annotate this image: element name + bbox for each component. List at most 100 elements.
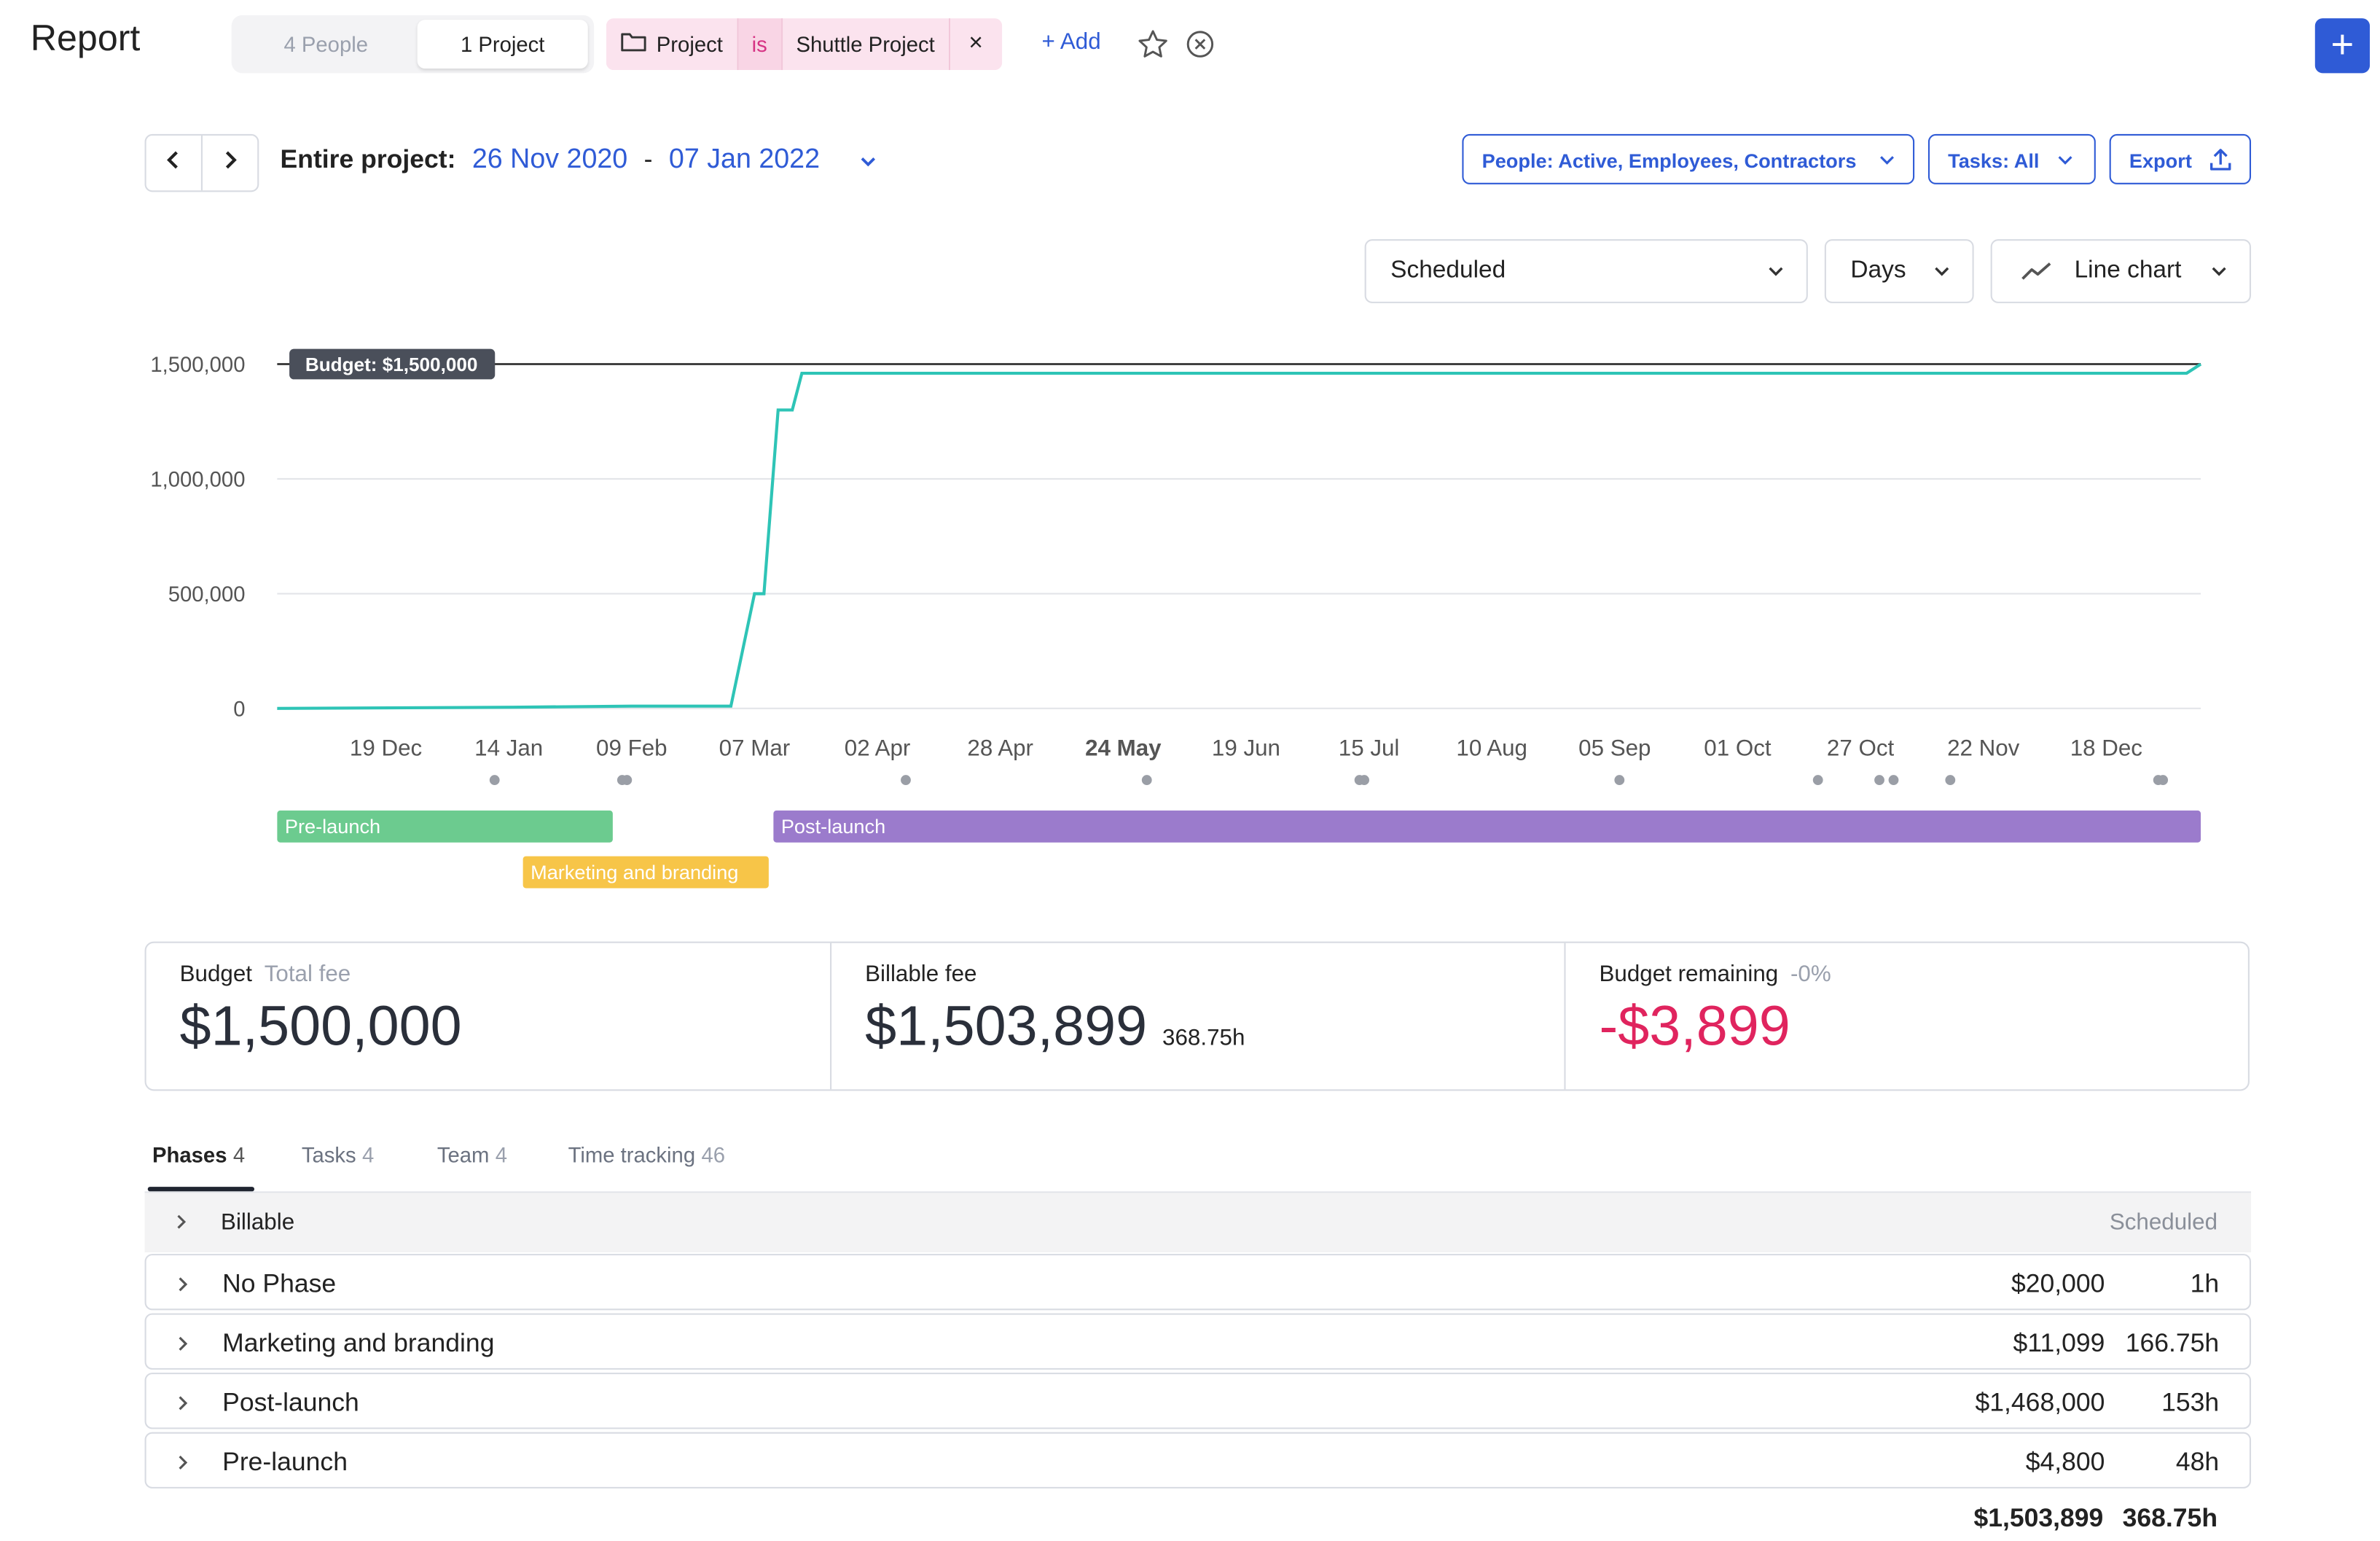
date-range[interactable]: Entire project: 26 Nov 2020 - 07 Jan 202… [281,143,820,175]
filter-value[interactable]: Shuttle Project [782,18,950,71]
create-button[interactable]: + [2314,18,2371,74]
chevron-down-icon [1880,156,1894,165]
active-tab-indicator [147,1187,255,1192]
milestone-marker [1874,775,1884,785]
previous-period-button[interactable] [146,136,203,191]
scheduled-series-line [277,362,2202,710]
x-tick-label: 28 Apr [967,736,1033,761]
divider [144,1191,2252,1193]
tasks-filter-button[interactable]: Tasks: All [1927,133,2096,184]
milestone-marker [1812,775,1823,785]
billable-label: Billable fee [865,961,977,988]
x-tick-label: 02 Apr [845,736,911,761]
x-tick-label: 01 Oct [1704,736,1772,761]
chevron-down-icon [1769,267,1783,276]
milestone-marker [901,775,911,785]
group-label: Billable [221,1209,295,1236]
star-icon[interactable] [1136,28,1170,69]
filter-operator[interactable]: is [737,18,783,71]
interval-select[interactable]: Days [1824,239,1974,303]
x-tick-label: 10 Aug [1456,736,1527,761]
chevron-right-icon [179,1277,188,1292]
phase-label: Post-launch [781,815,885,838]
budget-label: Budget [179,961,252,988]
segment-project[interactable]: 1 Project [417,20,588,69]
table-row[interactable]: Marketing and branding $11,099 166.75h [144,1313,2252,1370]
line-chart-icon [2021,262,2051,280]
tab-time-tracking[interactable]: Time tracking 46 [568,1142,726,1167]
project-filter-chip[interactable]: Project is Shuttle Project × [606,18,1002,71]
upload-icon [2210,149,2231,171]
budget-sublabel: Total fee [264,961,351,988]
export-button[interactable]: Export [2109,133,2252,184]
folder-icon [620,20,648,70]
x-tick-label: 19 Jun [1212,736,1280,761]
billable-group-header[interactable]: Billable Scheduled [144,1193,2252,1252]
row-amount: $1,468,000 [1975,1387,2105,1417]
y-tick-label: 1,500,000 [150,354,245,377]
column-label: Scheduled [2109,1209,2218,1236]
chevron-left-icon [167,151,178,169]
budget-label: Budget: $1,500,000 [305,354,478,375]
row-name: No Phase [222,1268,337,1298]
page-title: Report [30,18,141,60]
x-tick-label: 19 Dec [350,736,422,761]
y-tick-label: 1,000,000 [150,468,245,491]
x-tick-label: 09 Feb [596,736,668,761]
chevron-down-icon[interactable] [859,149,877,177]
table-row[interactable]: Pre-launch $4,800 48h [144,1432,2252,1489]
tab-phases[interactable]: Phases 4 [152,1142,246,1167]
tab-tasks[interactable]: Tasks 4 [301,1142,375,1167]
remaining-percent: -0% [1790,961,1831,988]
segment-people[interactable]: 4 People [283,31,369,57]
table-row[interactable]: Post-launch $1,468,000 153h [144,1373,2252,1429]
chevron-down-icon [2212,267,2226,276]
range-end[interactable]: 07 Jan 2022 [668,143,821,174]
clear-circle-icon[interactable] [1185,29,1216,67]
row-hours: 48h [2175,1447,2220,1477]
milestone-marker [1945,775,1956,785]
x-tick-label: 07 Mar [719,736,791,761]
chevron-right-icon [179,1455,188,1470]
budget-value: $1,500,000 [179,994,462,1058]
chevron-right-icon [179,1396,188,1411]
x-tick-label: 24 May [1085,736,1162,761]
range-label: Entire project: [280,144,456,174]
range-separator: - [643,144,653,174]
x-tick-label: 14 Jan [474,736,543,761]
y-tick-label: 500,000 [168,583,246,606]
milestone-marker [1141,775,1152,785]
range-start[interactable]: 26 Nov 2020 [471,143,628,174]
row-name: Pre-launch [222,1447,348,1477]
phase-bar [277,810,613,843]
total-amount: $1,503,899 [1973,1503,2104,1533]
milestone-marker [489,775,500,785]
scheduled-line-chart: 1,500,000 1,000,000 500,000 0 Budget: $1,500… [150,348,2202,889]
x-tick-label: 18 Dec [2070,736,2142,761]
remove-filter-button[interactable]: × [950,18,1002,71]
billable-hours: 368.75h [1162,1025,1245,1052]
next-period-button[interactable] [203,136,257,190]
phase-label: Marketing and branding [531,861,738,883]
row-hours: 153h [2161,1387,2220,1417]
date-nav [144,133,259,192]
row-name: Post-launch [222,1387,359,1417]
total-hours: 368.75h [2122,1503,2218,1533]
add-filter-button[interactable]: + Add [1041,28,1101,55]
people-filter-button[interactable]: People: Active, Employees, Contractors [1462,133,1915,184]
x-tick-label: 27 Oct [1827,736,1895,761]
row-amount: $11,099 [2013,1328,2105,1358]
row-name: Marketing and branding [222,1328,495,1358]
milestone-marker [2158,775,2169,785]
row-hours: 1h [2190,1268,2220,1298]
top-bar: Report 4 People 1 Project Project is Shu… [0,0,2380,91]
summary-cards: Budget Total fee $1,500,000 Billable fee … [144,941,2250,1091]
phase-bar [773,810,2201,843]
filter-field[interactable]: Project [606,18,738,71]
chart-type-select[interactable]: Line chart [1990,239,2252,303]
chevron-down-icon [2058,156,2072,165]
remaining-card: Budget remaining -0% -$3,899 [1564,943,2250,1090]
table-row[interactable]: No Phase $20,000 1h [144,1254,2252,1311]
tab-team[interactable]: Team 4 [437,1142,508,1167]
metric-select[interactable]: Scheduled [1364,239,1808,303]
